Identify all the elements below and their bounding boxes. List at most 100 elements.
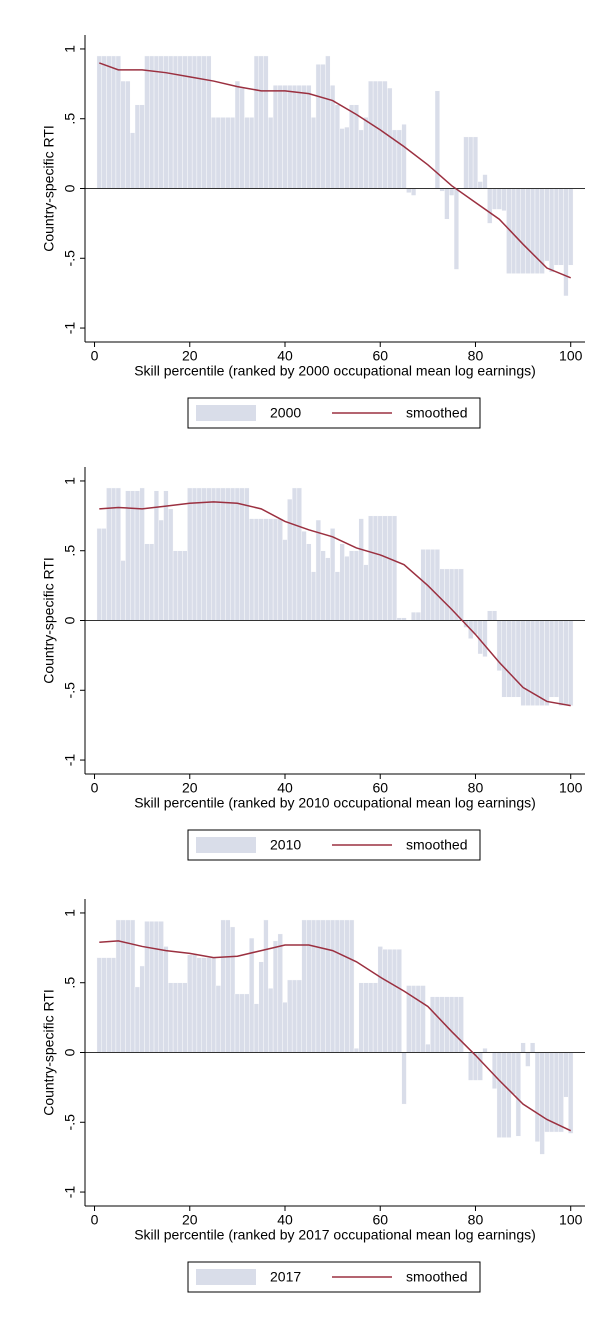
bar — [482, 174, 488, 189]
bar — [210, 487, 217, 621]
bar — [387, 515, 393, 621]
bar — [244, 117, 250, 189]
y-tick-label: 0 — [62, 1048, 78, 1056]
bar — [220, 487, 226, 621]
bar — [115, 55, 121, 189]
bar — [425, 1043, 431, 1053]
bar — [330, 919, 336, 1053]
x-tick-label: 40 — [277, 780, 293, 796]
x-tick-label: 20 — [182, 780, 198, 796]
bar — [501, 1052, 507, 1138]
bar — [410, 611, 417, 621]
bar — [282, 85, 288, 189]
bar — [325, 557, 331, 621]
bar — [272, 940, 279, 1053]
bar — [149, 543, 155, 621]
bar — [172, 982, 179, 1053]
x-tick-label: 60 — [372, 780, 388, 796]
bar — [130, 490, 136, 621]
bar — [258, 55, 264, 189]
legend-label: smoothed — [406, 1269, 467, 1285]
bar — [163, 946, 169, 1053]
x-tick-label: 0 — [91, 348, 99, 364]
bar — [101, 957, 107, 1053]
bar — [158, 55, 164, 189]
bar — [263, 518, 269, 621]
bar — [306, 543, 312, 621]
bar — [396, 949, 402, 1053]
legend-label: 2010 — [270, 837, 301, 853]
bar — [444, 568, 450, 621]
bar — [268, 117, 274, 189]
legend-swatch — [196, 405, 256, 421]
bar — [153, 490, 160, 621]
bar — [320, 919, 326, 1053]
x-tick-label: 80 — [468, 348, 484, 364]
bar — [420, 985, 426, 1053]
bar — [344, 556, 350, 621]
bar — [444, 188, 450, 220]
bar — [449, 188, 455, 196]
bar — [101, 528, 107, 621]
y-axis-title: Country-specific RTI — [41, 125, 57, 252]
bar — [277, 933, 283, 1053]
bar — [463, 136, 469, 189]
bar — [377, 80, 383, 189]
bar — [510, 1052, 517, 1095]
bar — [406, 188, 412, 193]
bar — [349, 104, 355, 189]
bar — [306, 85, 312, 189]
bar — [301, 919, 307, 1053]
bar — [344, 126, 350, 189]
bar — [196, 55, 202, 189]
bar — [372, 80, 379, 189]
bar — [296, 979, 302, 1053]
bar — [515, 1052, 521, 1137]
bar — [106, 957, 112, 1053]
bar — [206, 55, 212, 189]
x-axis-title: Skill percentile (ranked by 2000 occupat… — [134, 363, 536, 379]
bar — [120, 919, 126, 1053]
bar — [215, 117, 221, 189]
bar — [339, 128, 345, 189]
bar — [225, 919, 231, 1053]
bar — [220, 919, 226, 1053]
bar — [458, 996, 464, 1053]
bar — [515, 620, 521, 698]
bar — [287, 498, 293, 621]
bar — [482, 620, 488, 657]
bar — [339, 543, 345, 621]
bar — [549, 188, 555, 273]
bar — [244, 487, 250, 621]
bar — [496, 188, 502, 210]
bar — [282, 539, 288, 621]
bar — [449, 568, 455, 621]
bar — [130, 132, 136, 189]
bar — [125, 490, 131, 621]
bar — [130, 919, 136, 1053]
x-tick-label: 40 — [277, 1212, 293, 1228]
bar — [501, 620, 507, 698]
bar — [310, 117, 317, 189]
bar — [506, 620, 512, 698]
bar — [291, 979, 298, 1053]
bar — [196, 487, 202, 621]
legend-swatch — [196, 1269, 256, 1285]
legend-label: smoothed — [406, 837, 467, 853]
bar — [210, 117, 217, 189]
bar — [568, 620, 574, 706]
bar — [334, 104, 340, 189]
y-tick-label: .5 — [62, 113, 78, 125]
x-tick-label: 100 — [559, 780, 583, 796]
bar — [272, 518, 279, 621]
bar — [201, 487, 207, 621]
bar — [401, 124, 407, 189]
y-tick-label: -1 — [62, 1186, 78, 1199]
bar — [401, 1052, 407, 1105]
smoothed-line — [99, 62, 571, 279]
bar — [134, 490, 140, 621]
bar — [163, 490, 169, 621]
y-tick-label: 1 — [62, 45, 78, 53]
bar — [334, 571, 340, 621]
x-tick-label: 20 — [182, 1212, 198, 1228]
